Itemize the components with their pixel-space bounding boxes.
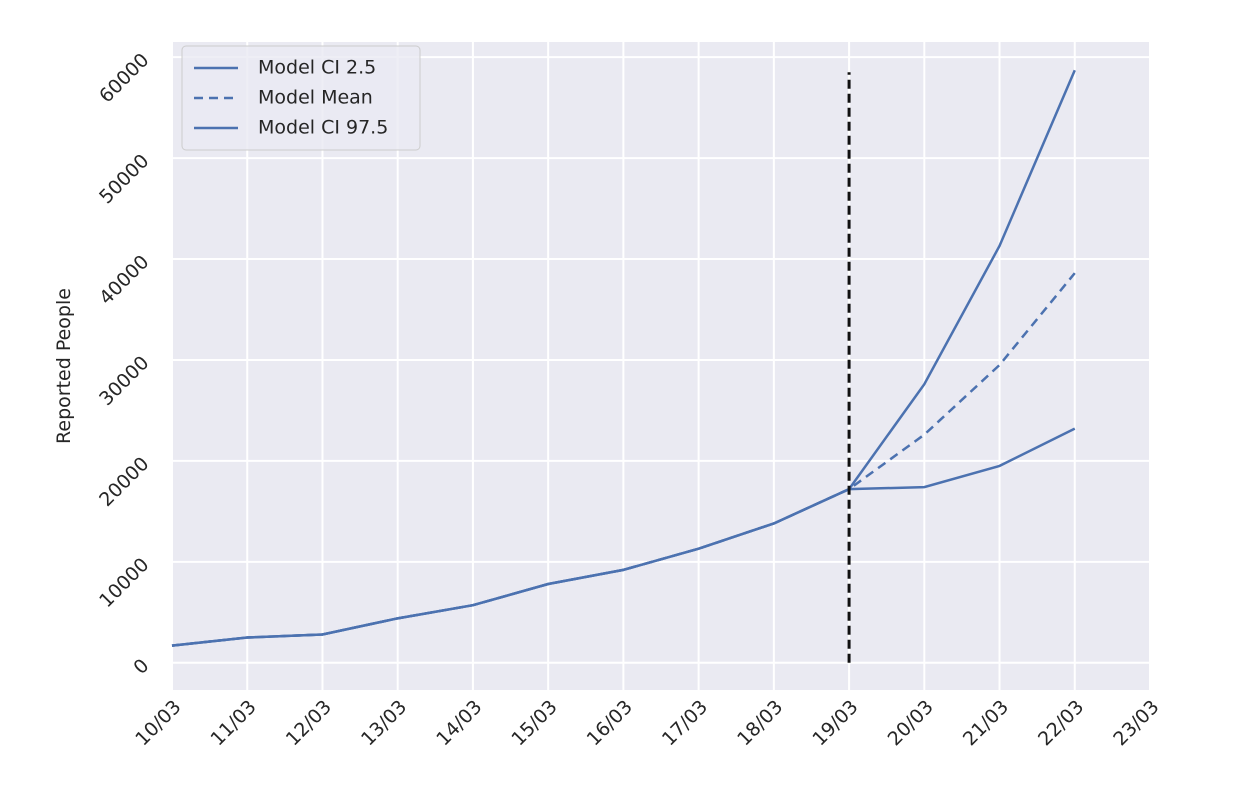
legend-label: Model CI 2.5: [258, 57, 376, 79]
x-tick-label: 17/03: [658, 696, 712, 750]
x-tick-label: 19/03: [808, 696, 862, 750]
x-tick-label: 12/03: [282, 696, 336, 750]
y-tick-label: 0: [129, 655, 153, 679]
x-tick-label: 22/03: [1034, 696, 1088, 750]
y-tick-label: 60000: [95, 49, 153, 107]
x-tick-label: 14/03: [432, 696, 486, 750]
x-tick-label: 10/03: [131, 696, 185, 750]
x-tick-label: 20/03: [884, 696, 938, 750]
legend-box: [181, 45, 421, 151]
x-tick-label: 13/03: [357, 696, 411, 750]
y-tick-label: 30000: [95, 352, 153, 410]
legend-label: Model CI 97.5: [258, 117, 388, 139]
y-tick-label: 20000: [95, 453, 153, 511]
x-tick-label: 16/03: [583, 696, 637, 750]
x-tick-label: 11/03: [206, 696, 260, 750]
x-tick-label: 15/03: [507, 696, 561, 750]
x-tick-label: 18/03: [733, 696, 787, 750]
x-tick-label: 23/03: [1109, 696, 1163, 750]
x-tick-label: 21/03: [959, 696, 1013, 750]
y-tick-label: 40000: [95, 251, 153, 309]
line-series: [171, 69, 1076, 647]
legend: Model CI 2.5 Model Mean Model CI 97.5: [181, 45, 421, 151]
legend-label: Model Mean: [258, 87, 373, 109]
y-tick-label: 50000: [95, 150, 153, 208]
y-axis-label: Reported People: [53, 288, 75, 444]
y-tick-label: 10000: [95, 554, 153, 612]
